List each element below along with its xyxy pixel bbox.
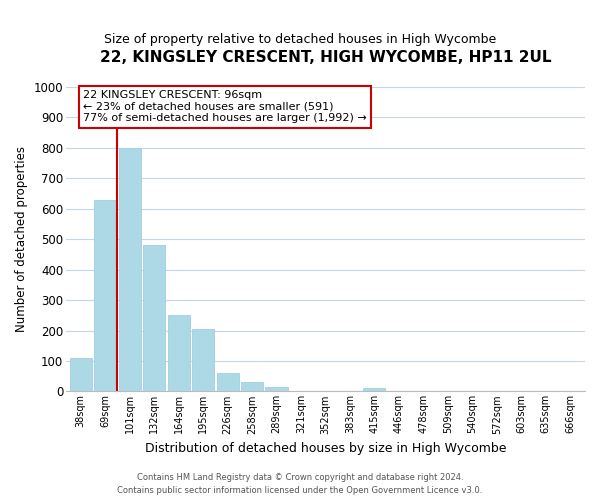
Bar bbox=[167, 316, 190, 392]
Bar bbox=[217, 373, 239, 392]
Bar bbox=[265, 387, 287, 392]
X-axis label: Distribution of detached houses by size in High Wycombe: Distribution of detached houses by size … bbox=[145, 442, 506, 455]
Bar bbox=[241, 382, 263, 392]
Bar bbox=[119, 148, 140, 392]
Y-axis label: Number of detached properties: Number of detached properties bbox=[15, 146, 28, 332]
Title: 22, KINGSLEY CRESCENT, HIGH WYCOMBE, HP11 2UL: 22, KINGSLEY CRESCENT, HIGH WYCOMBE, HP1… bbox=[100, 50, 551, 65]
Bar bbox=[364, 388, 385, 392]
Bar bbox=[70, 358, 92, 392]
Bar bbox=[192, 329, 214, 392]
Bar bbox=[143, 246, 165, 392]
Bar bbox=[94, 200, 116, 392]
Text: Size of property relative to detached houses in High Wycombe: Size of property relative to detached ho… bbox=[104, 32, 496, 46]
Text: Contains HM Land Registry data © Crown copyright and database right 2024.
Contai: Contains HM Land Registry data © Crown c… bbox=[118, 473, 482, 495]
Text: 22 KINGSLEY CRESCENT: 96sqm
← 23% of detached houses are smaller (591)
77% of se: 22 KINGSLEY CRESCENT: 96sqm ← 23% of det… bbox=[83, 90, 367, 123]
